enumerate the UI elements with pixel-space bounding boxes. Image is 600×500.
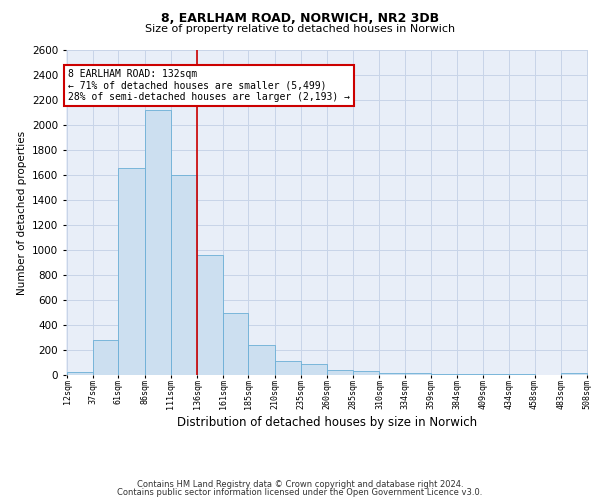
Bar: [404, 373, 431, 375]
Bar: [327, 370, 353, 375]
Bar: [431, 374, 457, 375]
Bar: [353, 371, 379, 375]
X-axis label: Distribution of detached houses by size in Norwich: Distribution of detached houses by size …: [177, 416, 477, 429]
Bar: [561, 373, 587, 375]
Bar: [275, 361, 301, 375]
Bar: [118, 168, 145, 375]
Text: 8 EARLHAM ROAD: 132sqm
← 71% of detached houses are smaller (5,499)
28% of semi-: 8 EARLHAM ROAD: 132sqm ← 71% of detached…: [68, 68, 350, 102]
Bar: [535, 374, 561, 375]
Bar: [379, 373, 404, 375]
Text: Contains public sector information licensed under the Open Government Licence v3: Contains public sector information licen…: [118, 488, 482, 497]
Bar: [301, 364, 327, 375]
Bar: [197, 255, 223, 375]
Bar: [457, 374, 483, 375]
Text: Contains HM Land Registry data © Crown copyright and database right 2024.: Contains HM Land Registry data © Crown c…: [137, 480, 463, 489]
Bar: [483, 374, 509, 375]
Bar: [145, 110, 171, 375]
Text: 8, EARLHAM ROAD, NORWICH, NR2 3DB: 8, EARLHAM ROAD, NORWICH, NR2 3DB: [161, 12, 439, 26]
Text: Size of property relative to detached houses in Norwich: Size of property relative to detached ho…: [145, 24, 455, 34]
Bar: [93, 340, 118, 375]
Bar: [171, 175, 197, 375]
Bar: [509, 374, 535, 375]
Y-axis label: Number of detached properties: Number of detached properties: [17, 130, 26, 294]
Bar: [248, 345, 275, 375]
Bar: [67, 372, 93, 375]
Bar: [223, 312, 248, 375]
